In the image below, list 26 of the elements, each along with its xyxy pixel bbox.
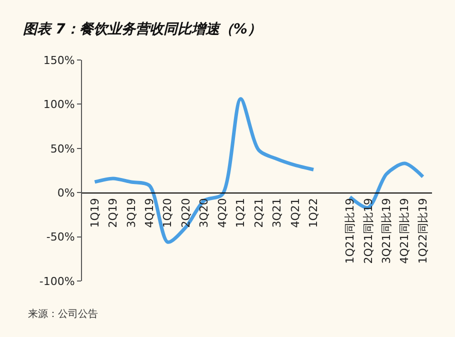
x-tick-label: 1Q20: [161, 198, 174, 228]
x-tick-label: 1Q19: [88, 198, 102, 228]
x-tick-label: 3Q21: [270, 198, 284, 228]
x-tick-label: 1Q21同比19: [344, 198, 357, 264]
source-note: 来源：公司公告: [28, 308, 98, 320]
x-tick-label: 4Q19: [143, 198, 156, 228]
x-tick-label: 4Q20: [216, 198, 229, 228]
x-tick-label: 2Q21: [252, 198, 266, 228]
x-tick-label: 3Q21同比19: [380, 198, 394, 264]
x-tick-label: 1Q22同比19: [416, 198, 430, 264]
chart-title: 图表 7：餐饮业务营收同比增速（%）: [22, 22, 262, 38]
x-tick-label: 3Q20: [198, 198, 211, 228]
y-tick-label: 150%: [43, 54, 75, 67]
y-tick-label: -100%: [39, 274, 75, 288]
y-tick-label: 0%: [57, 186, 75, 200]
x-tick-label: 4Q21同比19: [398, 198, 412, 264]
x-tick-label: 2Q21同比19: [362, 198, 375, 264]
x-tick-label: 2Q19: [106, 198, 120, 228]
x-tick-label: 1Q21: [234, 198, 248, 228]
x-tick-label: 3Q19: [124, 198, 138, 228]
y-tick-label: 50%: [50, 142, 75, 156]
y-tick-label: 100%: [43, 98, 75, 112]
x-tick-label: 1Q22: [307, 198, 320, 228]
y-tick-label: -50%: [46, 230, 75, 244]
x-tick-label: 2Q20: [179, 198, 192, 228]
x-tick-label: 4Q21: [288, 198, 302, 228]
